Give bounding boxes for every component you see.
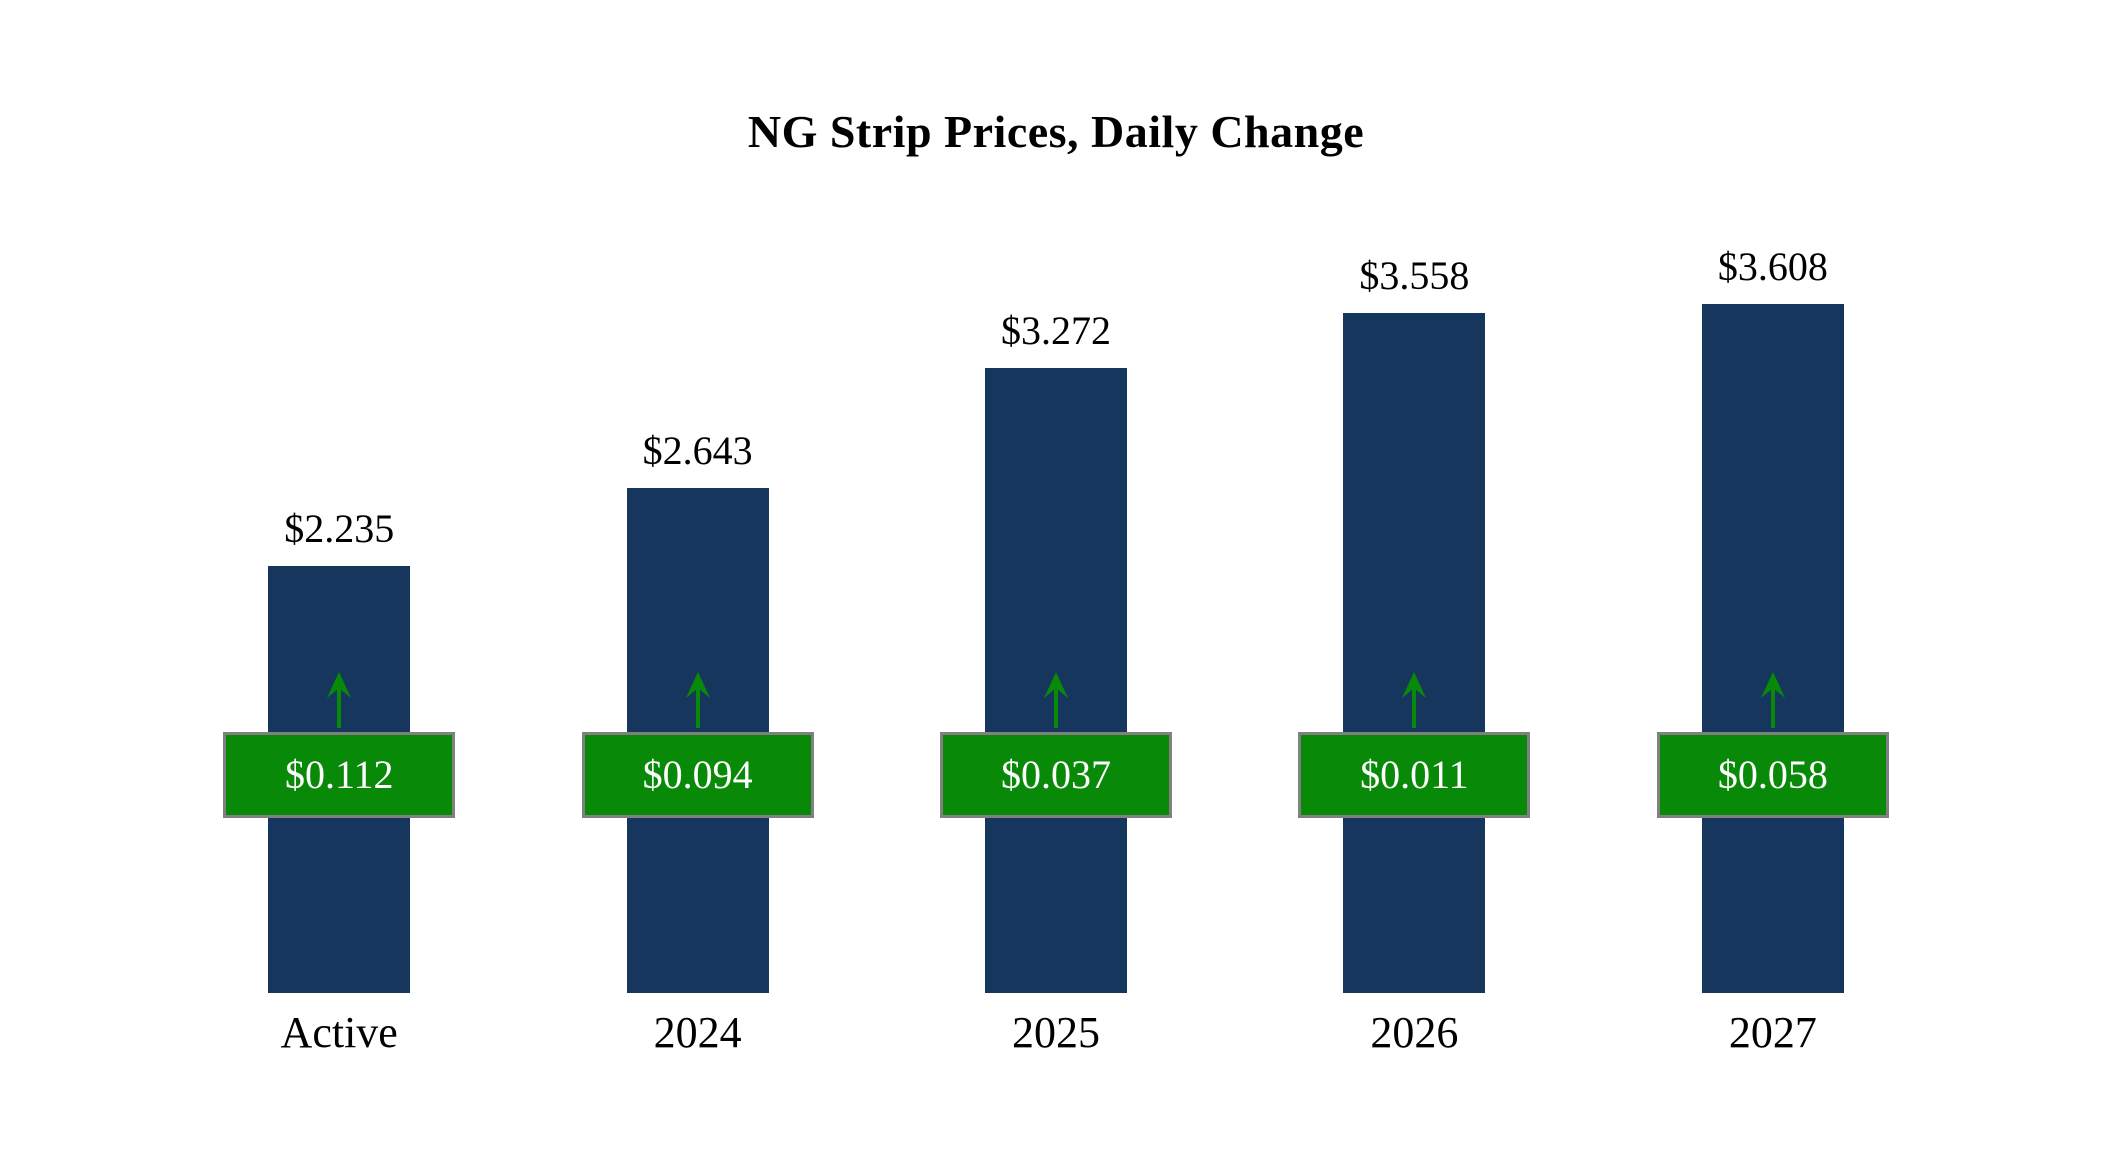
chart-column-2025: $3.272 $0.037 2025 <box>877 200 1235 1057</box>
up-arrow-icon <box>1756 671 1790 729</box>
chart-columns: $2.235 $0.112 Active $2.643 $0.094 2024 $3.272… <box>160 200 1952 1057</box>
bar-value-label: $2.643 <box>642 428 753 473</box>
up-arrow-icon <box>1039 671 1073 729</box>
bar-value-label: $3.558 <box>1359 253 1470 298</box>
bar-value-label: $3.272 <box>1001 308 1112 353</box>
category-label: Active <box>280 1008 398 1057</box>
up-arrow-icon <box>681 671 715 729</box>
daily-change-badge: $0.112 <box>223 732 456 818</box>
up-arrow-icon <box>322 671 356 729</box>
category-label: 2026 <box>1370 1008 1459 1057</box>
daily-change-badge: $0.094 <box>581 732 814 818</box>
bar-value-label: $3.608 <box>1717 244 1828 289</box>
daily-change-badge: $0.058 <box>1656 732 1889 818</box>
chart-column-2026: $3.558 $0.011 2026 <box>1235 200 1593 1057</box>
price-bar <box>1343 313 1486 993</box>
bar-value-label: $2.235 <box>284 506 395 551</box>
chart-title: NG Strip Prices, Daily Change <box>747 106 1365 157</box>
category-label: 2024 <box>653 1008 742 1057</box>
up-arrow-icon <box>1397 671 1431 729</box>
category-label: 2027 <box>1728 1008 1817 1057</box>
daily-change-badge: $0.011 <box>1298 732 1531 818</box>
chart-column-2024: $2.643 $0.094 2024 <box>518 200 876 1057</box>
category-label: 2025 <box>1012 1008 1101 1057</box>
chart-column-active: $2.235 $0.112 Active <box>160 200 518 1057</box>
price-bar <box>1701 304 1844 993</box>
daily-change-badge: $0.037 <box>940 732 1173 818</box>
chart-column-2027: $3.608 $0.058 2027 <box>1594 200 1952 1057</box>
